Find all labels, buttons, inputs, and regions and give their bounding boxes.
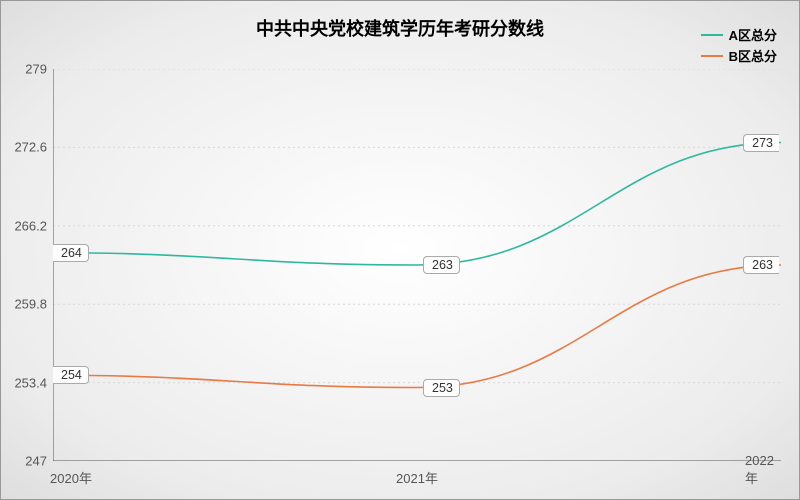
data-point-label: 264 (53, 244, 89, 262)
legend-label-b: B区总分 (729, 46, 777, 65)
plot-area (53, 69, 781, 461)
series-line (53, 143, 781, 266)
chart-title: 中共中央党校建筑学历年考研分数线 (256, 15, 544, 41)
x-tick-label: 2020年 (50, 468, 92, 487)
y-tick-label: 259.8 (14, 297, 47, 312)
legend: A区总分 B区总分 (701, 25, 777, 67)
y-tick-label: 247 (25, 454, 47, 469)
x-tick-label: 2022年 (745, 453, 781, 487)
y-tick-label: 272.6 (14, 140, 47, 155)
data-point-label: 254 (53, 366, 89, 384)
legend-swatch-b (701, 55, 723, 57)
legend-item-b: B区总分 (701, 46, 777, 65)
data-point-label: 253 (423, 379, 460, 397)
y-tick-label: 253.4 (14, 375, 47, 390)
chart-container: 中共中央党校建筑学历年考研分数线 A区总分 B区总分 247 253.4 259.8… (0, 0, 800, 500)
y-tick-label: 279 (25, 62, 47, 77)
legend-item-a: A区总分 (701, 25, 777, 44)
data-point-label: 273 (743, 134, 779, 152)
y-tick-label: 266.2 (14, 218, 47, 233)
legend-swatch-a (701, 34, 723, 36)
series-line (53, 265, 781, 388)
legend-label-a: A区总分 (729, 25, 777, 44)
x-tick-label: 2021年 (396, 468, 438, 487)
data-point-label: 263 (743, 256, 779, 274)
data-point-label: 263 (423, 256, 460, 274)
